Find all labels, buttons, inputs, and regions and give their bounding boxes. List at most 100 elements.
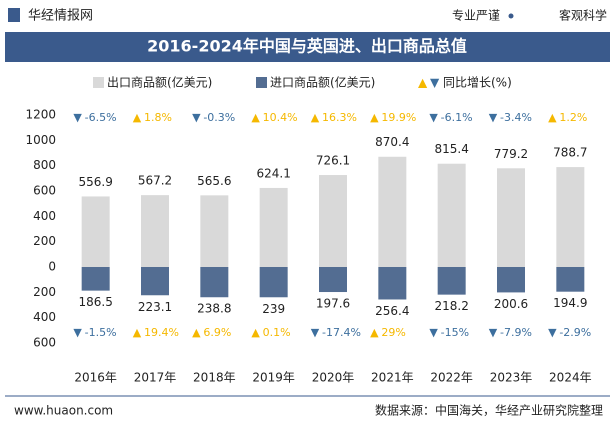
data-label: 567.2 (138, 174, 172, 188)
bar (259, 267, 288, 298)
bar (437, 267, 466, 295)
bar (497, 267, 525, 293)
growth-arrow: ▼ (429, 326, 438, 339)
bar (319, 267, 347, 293)
growth-arrow: ▲ (192, 326, 201, 339)
growth-arrow: ▲ (311, 111, 320, 124)
x-tick-label: 2024年 (549, 371, 592, 385)
y-tick-label: 600 (33, 336, 56, 350)
data-label: 238.8 (197, 302, 231, 316)
y-tick-label: 200 (33, 234, 56, 248)
chart-title: 2016-2024年中国与英国进、出口商品总值 (147, 37, 467, 56)
footer-website: www.huaon.com (14, 404, 113, 418)
x-tick-label: 2019年 (252, 371, 295, 385)
growth-arrow: ▲ (133, 111, 142, 124)
growth-arrow: ▲ (133, 326, 142, 339)
growth-arrow: ▲ (251, 111, 260, 124)
growth-label: -1.5% (85, 326, 117, 339)
data-label: 239 (262, 302, 285, 316)
legend-arrow: ▼ (430, 76, 440, 90)
data-label: 200.6 (494, 297, 528, 311)
slogan: 客观科学 (559, 8, 607, 23)
growth-label: 0.1% (263, 326, 291, 339)
y-tick-label: 800 (33, 158, 56, 172)
data-label: 788.7 (553, 146, 587, 160)
growth-arrow: ▼ (429, 111, 438, 124)
growth-arrow: ▲ (370, 111, 379, 124)
growth-arrow: ▲ (548, 111, 557, 124)
y-tick-label: 200 (33, 285, 56, 299)
bar (141, 195, 169, 267)
y-tick-label: 600 (33, 184, 56, 198)
growth-label: 1.8% (144, 111, 172, 124)
growth-arrow: ▲ (251, 326, 260, 339)
legend-arrow: ▲ (418, 76, 428, 90)
data-label: 218.2 (434, 299, 468, 313)
data-label: 815.4 (434, 142, 468, 156)
bar (378, 156, 407, 267)
y-tick-label: 400 (33, 209, 56, 223)
x-tick-label: 2023年 (490, 371, 533, 385)
data-label: 870.4 (375, 135, 409, 149)
x-tick-label: 2021年 (371, 371, 414, 385)
data-label: 726.1 (316, 154, 350, 168)
bar (378, 267, 407, 300)
growth-label: 29% (381, 326, 405, 339)
x-tick-label: 2017年 (134, 371, 177, 385)
growth-label: 19.9% (381, 111, 416, 124)
growth-arrow: ▼ (192, 111, 201, 124)
bar (437, 163, 466, 267)
data-label: 779.2 (494, 147, 528, 161)
growth-label: -7.9% (500, 326, 532, 339)
data-label: 624.1 (256, 166, 290, 180)
dot (508, 13, 514, 19)
x-tick-label: 2020年 (312, 371, 355, 385)
data-label: 556.9 (78, 175, 112, 189)
x-tick-label: 2018年 (193, 371, 236, 385)
growth-label: -6.5% (85, 111, 117, 124)
growth-label: 6.9% (203, 326, 231, 339)
y-tick-label: 0 (48, 260, 56, 274)
data-label: 186.5 (78, 295, 112, 309)
bar (200, 267, 229, 298)
bar (497, 168, 525, 267)
growth-label: -0.3% (203, 111, 235, 124)
data-label: 565.6 (197, 174, 231, 188)
legend-swatch (256, 77, 267, 88)
logo (8, 8, 20, 22)
bar (200, 195, 229, 267)
growth-arrow: ▼ (489, 111, 498, 124)
growth-label: 16.3% (322, 111, 357, 124)
bar (319, 175, 347, 267)
growth-label: 1.2% (559, 111, 587, 124)
growth-arrow: ▲ (370, 326, 379, 339)
bar (81, 267, 110, 291)
x-tick-label: 2022年 (430, 371, 473, 385)
growth-arrow: ▼ (548, 326, 557, 339)
bar (556, 167, 585, 267)
growth-label: 10.4% (263, 111, 298, 124)
title-bar (5, 32, 610, 62)
data-label: 194.9 (553, 296, 587, 310)
legend-label: 出口商品额(亿美元) (107, 75, 212, 90)
x-tick-label: 2016年 (74, 371, 117, 385)
brand: 华经情报网 (28, 9, 93, 24)
growth-arrow: ▼ (489, 326, 498, 339)
growth-label: 19.4% (144, 326, 179, 339)
data-label: 223.1 (138, 300, 172, 314)
data-label: 256.4 (375, 304, 409, 318)
growth-arrow: ▼ (73, 326, 82, 339)
bar (259, 187, 288, 267)
legend-label: 同比增长(%) (443, 76, 512, 90)
y-tick-label: 400 (33, 310, 56, 324)
growth-arrow: ▼ (73, 111, 82, 124)
legend-label: 进口商品额(亿美元) (270, 75, 375, 90)
y-tick-label: 1200 (25, 108, 56, 122)
footer-source: 数据来源：中国海关，华经产业研究院整理 (375, 403, 603, 418)
growth-label: -6.1% (441, 111, 473, 124)
growth-label: -2.9% (559, 326, 591, 339)
data-label: 197.6 (316, 297, 350, 311)
growth-label: -17.4% (322, 326, 361, 339)
slogan: 专业严谨 (452, 8, 500, 23)
